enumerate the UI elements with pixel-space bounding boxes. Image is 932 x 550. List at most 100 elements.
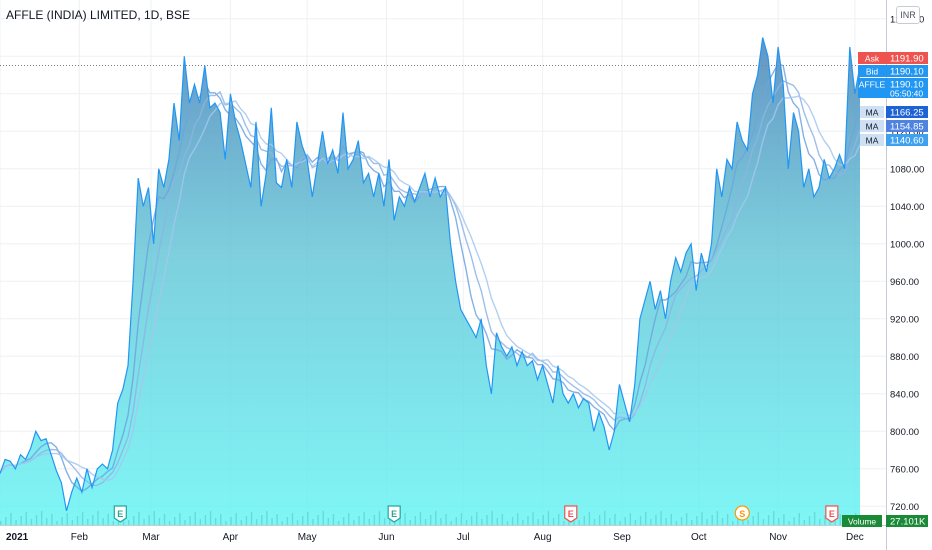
volume-bar [337,521,340,525]
currency-button[interactable]: INR [896,6,920,24]
split-icon [734,505,750,521]
volume-bar [276,514,278,525]
volume-bar [517,513,519,525]
event-badge-earnings-future[interactable]: E [564,505,578,523]
volume-bar [767,515,770,525]
y-tick-label: 1120.00 [890,127,924,138]
volume-bar [778,518,780,525]
volume-bar [486,515,488,525]
volume-bar [215,518,217,525]
volume-bar [711,515,713,525]
volume-bar [604,511,606,525]
volume-bar [803,520,806,525]
volume-bar [148,515,150,525]
volume-bar [184,520,186,525]
quote-time: 05:50:40 [890,89,923,99]
volume-bar [225,521,227,525]
event-badge-earnings-future[interactable]: E [825,505,839,523]
volume-bar [102,518,104,525]
volume-bar [511,517,514,525]
ma-name: MA [866,136,879,146]
volume-bar [675,521,678,525]
volume-tag [842,515,882,527]
volume-bar [819,519,821,525]
volume-bar [317,515,319,525]
volume-bar [56,521,58,525]
volume-bar [35,515,38,525]
volume-bar [153,511,155,525]
volume-bar [619,521,621,525]
volume-bar [25,512,27,525]
volume-bar [368,519,370,525]
volume-bar [634,520,637,525]
x-tick-label: Sep [613,532,631,543]
y-tick-label: 880.00 [890,352,919,363]
volume-bar [414,516,417,525]
volume-bar [255,519,258,525]
volume-bar [40,511,43,525]
volume-bar [465,520,468,525]
volume-bar [312,519,314,525]
volume-bar [296,520,299,525]
ma-name: MA [866,122,879,132]
volume-bar [834,518,836,525]
volume-bar [261,515,263,525]
ma-value: 1140.60 [890,136,924,147]
ma-name: MA [866,108,879,118]
volume-bar [665,518,667,525]
event-badge-split[interactable]: S [734,505,750,521]
volume-bar [342,517,345,525]
x-tick-label: May [298,532,317,543]
y-tick-label: 840.00 [890,389,919,400]
volume-bar [189,516,191,525]
volume-bar [639,516,642,525]
chart-title: AFFLE (INDIA) LIMITED, 1D, BSE [6,8,191,22]
volume-bar [701,512,703,525]
volume-bar [721,518,724,525]
volume-bar [92,515,94,525]
y-tick-label: 760.00 [890,464,919,475]
event-badge-earnings-past[interactable]: E [387,505,401,523]
ma-label: MA 1166.25 [860,106,928,119]
volume-bar [271,518,273,525]
volume-bar [578,520,580,525]
volume-bar [71,520,74,525]
y-tick-label: 960.00 [890,277,919,288]
ma-value: 1166.25 [890,108,924,119]
volume-bar [5,517,7,525]
event-badge-earnings-past[interactable]: E [113,505,127,523]
volume-bar [670,514,672,525]
volume-bar [430,515,432,525]
x-tick-label: Mar [142,532,160,543]
volume-bar [788,521,790,525]
volume-name: Volume [848,517,877,527]
volume-bar [378,511,381,525]
volume-bar [598,515,601,525]
quote-tag [858,78,886,98]
volume-bar [481,519,483,525]
volume-bar [327,518,330,525]
volume-bar [194,512,196,525]
volume-bar [235,513,237,525]
volume-bar [496,518,498,525]
volume-bar [419,512,422,525]
x-tick-label: Jun [378,532,394,543]
volume-bar [163,514,166,525]
quote-value-bg [886,78,928,98]
volume-bar [552,518,555,525]
event-letter: E [391,509,397,519]
volume-bar [174,517,176,525]
volume-bar [460,513,463,525]
quote-label-ask: Ask 1191.90 [858,52,928,65]
volume-bar [204,515,207,525]
volume-bar [404,513,406,525]
y-tick-label: 1040.00 [890,202,924,213]
volume-bar [747,520,749,525]
volume-bar [757,512,760,525]
volume-bar [76,516,79,525]
y-tick-label: 720.00 [890,502,919,513]
